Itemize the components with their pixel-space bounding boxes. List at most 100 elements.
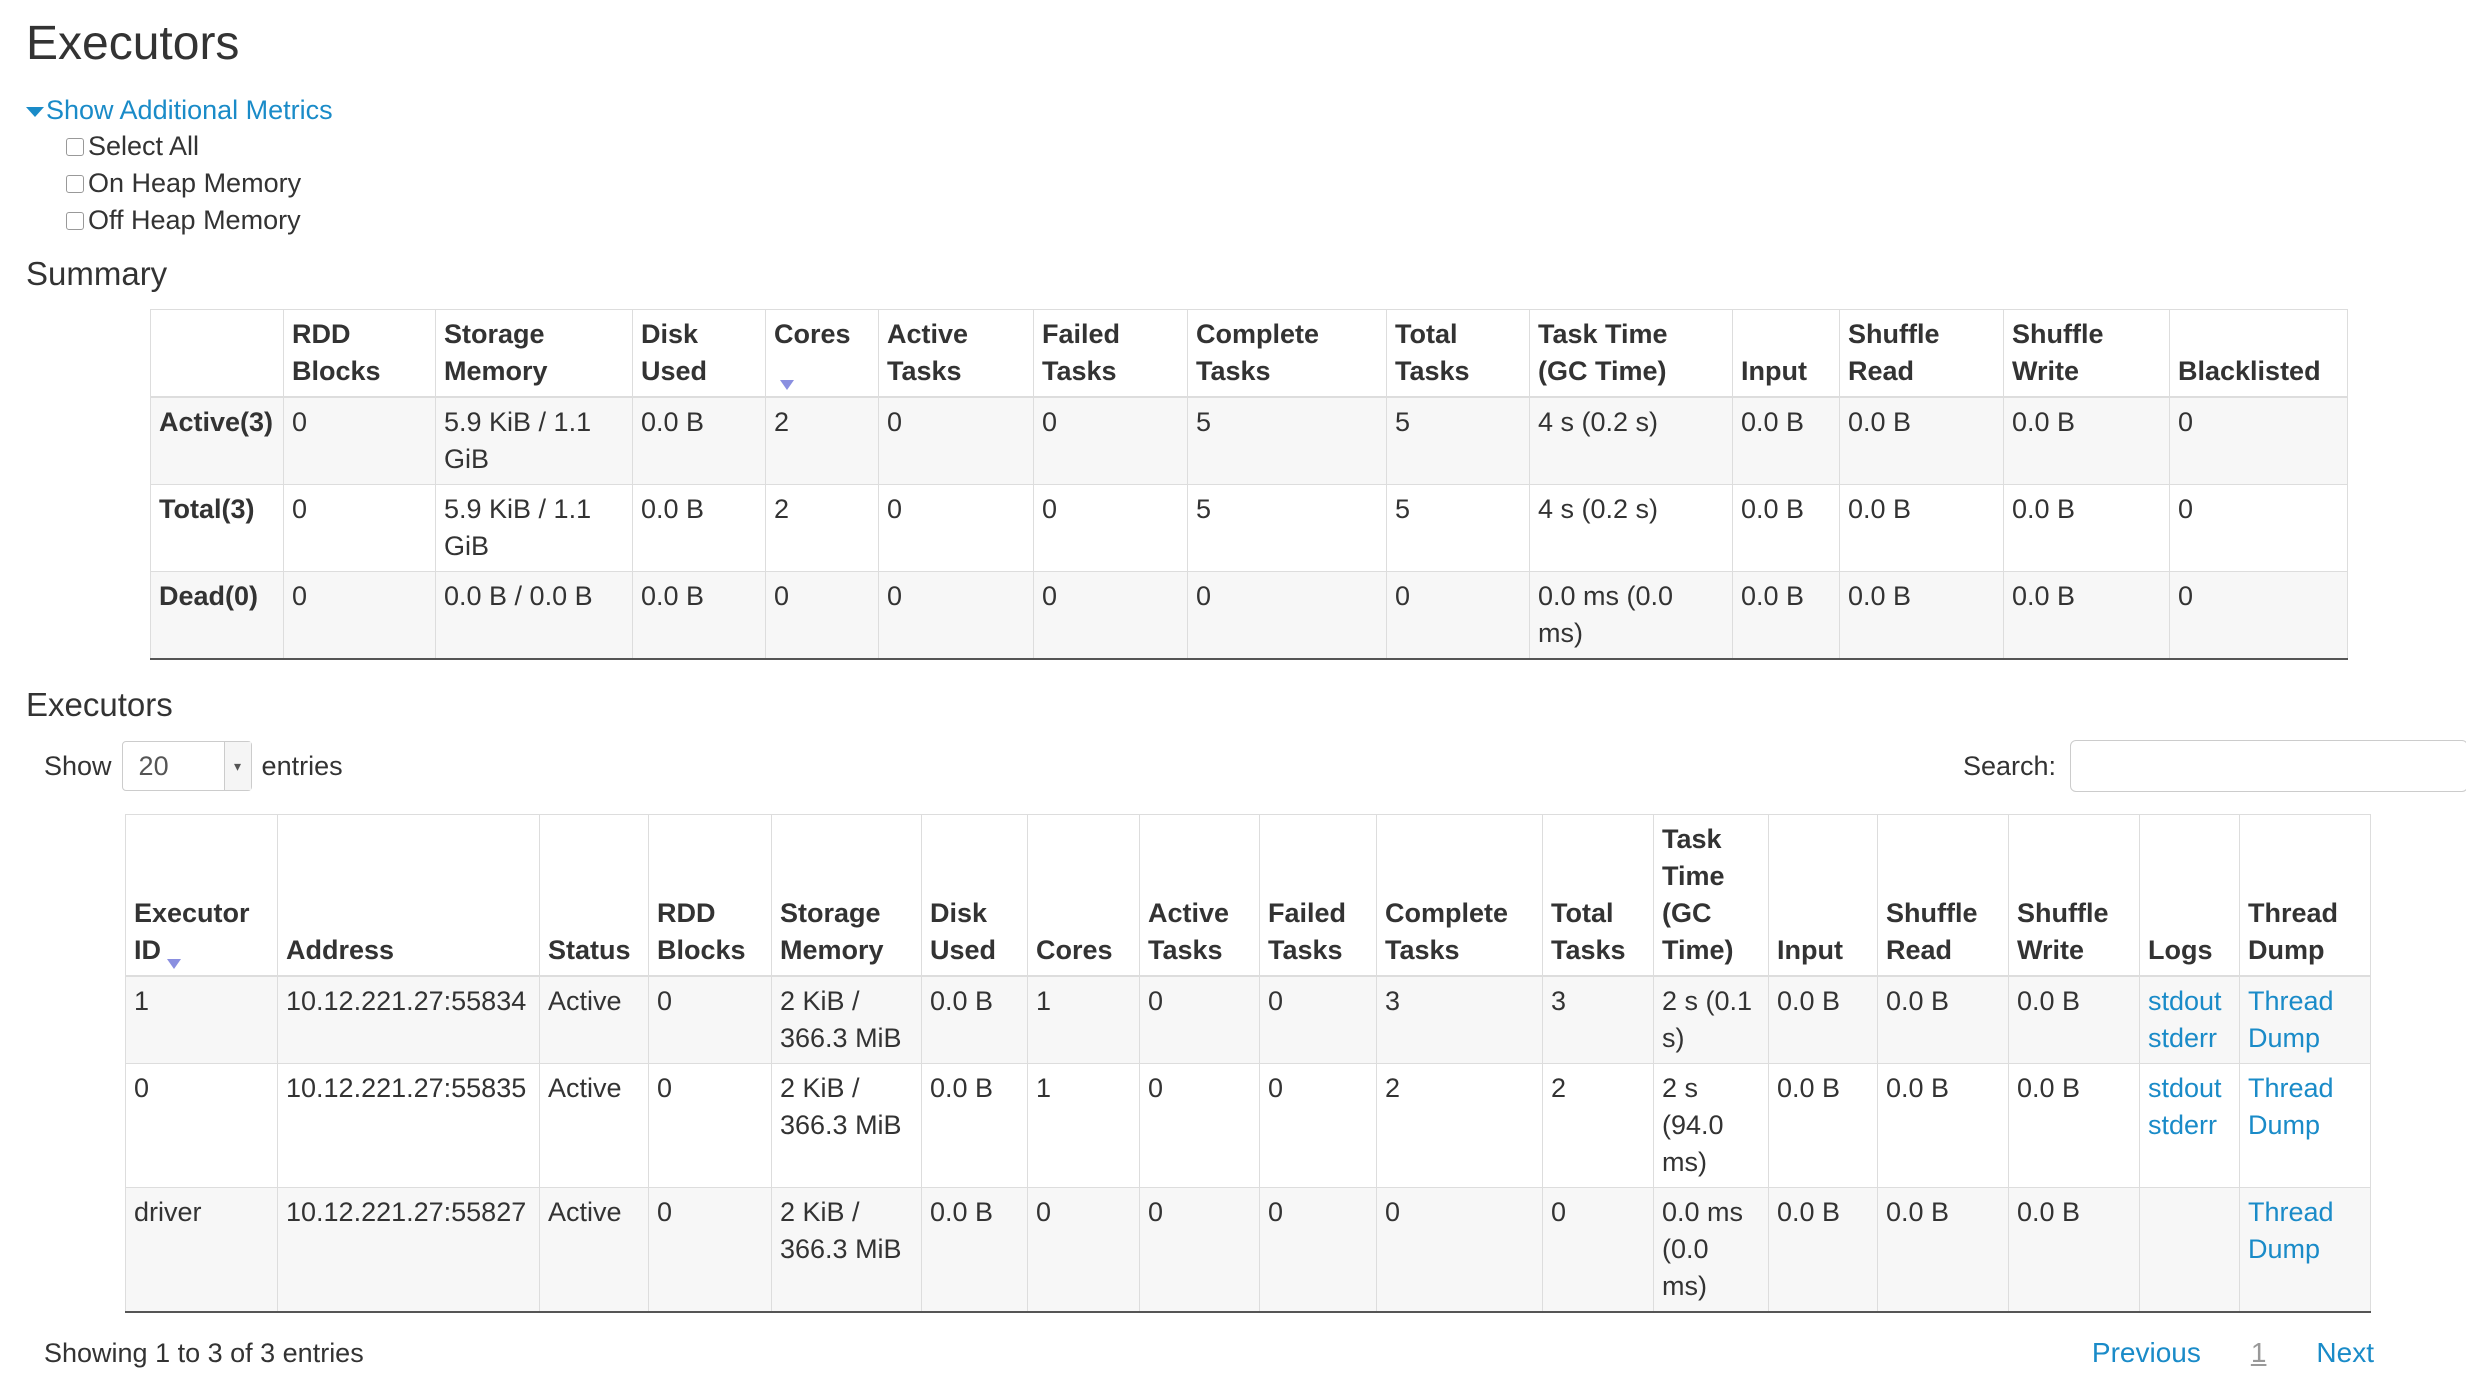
- thread-dump-link[interactable]: Thread Dump: [2248, 986, 2334, 1053]
- column-header[interactable]: Failed Tasks: [1033, 309, 1188, 398]
- row-label: Total(3): [150, 484, 284, 572]
- column-header[interactable]: Input: [1732, 309, 1840, 398]
- table-cell: 0: [1033, 571, 1188, 660]
- summary-row: Dead(0) 0 0.0 B / 0.0 B 0.0 B 0 0 0 0 0 0.0 ms (0…: [150, 571, 2348, 660]
- off-heap-memory-checkbox[interactable]: Off Heap Memory: [66, 202, 2446, 239]
- column-header[interactable]: Blacklisted: [2169, 309, 2348, 398]
- column-header[interactable]: Task Time (GC Time): [1653, 814, 1769, 977]
- search-input[interactable]: [2070, 740, 2466, 792]
- next-page-button[interactable]: Next: [2316, 1337, 2374, 1368]
- column-header[interactable]: RDD Blocks: [648, 814, 772, 977]
- table-cell: 1: [1027, 1063, 1140, 1188]
- table-cell: 0: [1139, 975, 1260, 1064]
- table-cell: 0: [1259, 1187, 1377, 1313]
- table-cell: 0: [648, 1187, 772, 1313]
- column-header[interactable]: Cores: [765, 309, 879, 398]
- table-cell: 2 KiB / 366.3 MiB: [771, 1187, 922, 1313]
- entries-select[interactable]: 20 ▾: [121, 741, 252, 791]
- column-label: Failed Tasks: [1042, 319, 1121, 386]
- column-header[interactable]: Active Tasks: [1139, 814, 1260, 977]
- column-label: Disk Used: [930, 898, 997, 965]
- dropdown-arrow-icon[interactable]: ▾: [223, 742, 251, 790]
- checkbox-icon[interactable]: [66, 137, 84, 156]
- column-header[interactable]: Status: [539, 814, 649, 977]
- column-header[interactable]: RDD Blocks: [283, 309, 436, 398]
- column-header[interactable]: Shuffle Read: [1839, 309, 2004, 398]
- table-cell: 0: [1187, 571, 1387, 660]
- column-label: Storage Memory: [780, 898, 884, 965]
- stdout-link[interactable]: stdout: [2148, 1073, 2222, 1103]
- column-header[interactable]: Address: [277, 814, 540, 977]
- checkbox-icon[interactable]: [66, 174, 84, 193]
- column-label: Logs: [2148, 935, 2213, 965]
- table-cell: 0: [1386, 571, 1530, 660]
- thread-dump-cell: Thread Dump: [2239, 1063, 2371, 1188]
- column-header[interactable]: Disk Used: [921, 814, 1028, 977]
- column-label: Task Time (GC Time): [1538, 319, 1668, 386]
- table-cell: 0.0 ms (0.0 ms): [1653, 1187, 1769, 1313]
- column-header[interactable]: Input: [1768, 814, 1878, 977]
- column-header[interactable]: Storage Memory: [435, 309, 633, 398]
- column-header[interactable]: [150, 309, 284, 398]
- column-header[interactable]: Shuffle Write: [2008, 814, 2140, 977]
- on-heap-memory-checkbox[interactable]: On Heap Memory: [66, 165, 2446, 202]
- table-cell: 2: [765, 396, 879, 485]
- checkbox-label: Off Heap Memory: [88, 205, 301, 235]
- column-header[interactable]: Task Time (GC Time): [1529, 309, 1733, 398]
- table-cell: 0: [2169, 571, 2348, 660]
- column-header[interactable]: Logs: [2139, 814, 2240, 977]
- summary-table: RDD Blocks Storage Memory Disk Used Cores Ac…: [150, 309, 2348, 660]
- stderr-link[interactable]: stderr: [2148, 1110, 2218, 1140]
- table-cell: 5: [1386, 396, 1530, 485]
- table-cell: 5: [1386, 484, 1530, 572]
- column-header[interactable]: Shuffle Read: [1877, 814, 2009, 977]
- show-additional-metrics-toggle[interactable]: Show Additional Metrics: [26, 92, 333, 128]
- sort-desc-icon: [167, 959, 181, 969]
- column-header[interactable]: Thread Dump: [2239, 814, 2371, 977]
- table-row: 0 10.12.221.27:55835 Active 0 2 KiB / 366.3 …: [125, 1063, 2371, 1188]
- column-header[interactable]: Failed Tasks: [1259, 814, 1377, 977]
- column-header[interactable]: Storage Memory: [771, 814, 922, 977]
- stderr-link[interactable]: stderr: [2148, 1023, 2218, 1053]
- column-label: Total Tasks: [1551, 898, 1626, 965]
- column-label: Task Time (GC Time): [1662, 824, 1734, 965]
- stdout-link[interactable]: stdout: [2148, 986, 2222, 1016]
- column-header[interactable]: Executor ID: [125, 814, 278, 977]
- column-header[interactable]: Complete Tasks: [1376, 814, 1543, 977]
- checkbox-label: Select All: [88, 131, 200, 161]
- table-cell: 2 s (0.1 s): [1653, 975, 1769, 1064]
- column-header[interactable]: Disk Used: [632, 309, 766, 398]
- table-cell: 2 s (94.0 ms): [1653, 1063, 1769, 1188]
- thread-dump-link[interactable]: Thread Dump: [2248, 1073, 2334, 1140]
- table-cell: 0: [878, 571, 1034, 660]
- thread-dump-cell: Thread Dump: [2239, 1187, 2371, 1313]
- thread-dump-cell: Thread Dump: [2239, 975, 2371, 1064]
- column-label: Shuffle Read: [1848, 319, 1940, 386]
- thread-dump-link[interactable]: Thread Dump: [2248, 1197, 2334, 1264]
- table-cell: 1: [1027, 975, 1140, 1064]
- table-cell: Active: [539, 1187, 649, 1313]
- table-cell: 0: [1259, 975, 1377, 1064]
- column-header[interactable]: Active Tasks: [878, 309, 1034, 398]
- table-cell: 0.0 ms (0.0 ms): [1529, 571, 1733, 660]
- page-1-button[interactable]: 1: [2250, 1337, 2267, 1368]
- row-label: Active(3): [150, 396, 284, 485]
- previous-page-button[interactable]: Previous: [2091, 1337, 2201, 1368]
- checkbox-icon[interactable]: [66, 211, 84, 230]
- table-cell: 0: [2169, 396, 2348, 485]
- column-label: Shuffle Read: [1886, 898, 1978, 965]
- pagination: Previous 1 Next: [2092, 1335, 2374, 1371]
- column-header[interactable]: Total Tasks: [1542, 814, 1654, 977]
- table-cell: 0: [648, 975, 772, 1064]
- table-cell: 0.0 B / 0.0 B: [435, 571, 633, 660]
- column-header[interactable]: Shuffle Write: [2003, 309, 2170, 398]
- column-header[interactable]: Cores: [1027, 814, 1140, 977]
- select-all-checkbox[interactable]: Select All: [66, 128, 2446, 165]
- table-cell: 0.0 B: [2003, 484, 2170, 572]
- column-header[interactable]: Total Tasks: [1386, 309, 1530, 398]
- column-header[interactable]: Complete Tasks: [1187, 309, 1387, 398]
- toggle-label: Show Additional Metrics: [46, 95, 333, 125]
- column-label: RDD Blocks: [292, 319, 381, 386]
- table-cell: 0: [1139, 1063, 1260, 1188]
- table-cell: Active: [539, 975, 649, 1064]
